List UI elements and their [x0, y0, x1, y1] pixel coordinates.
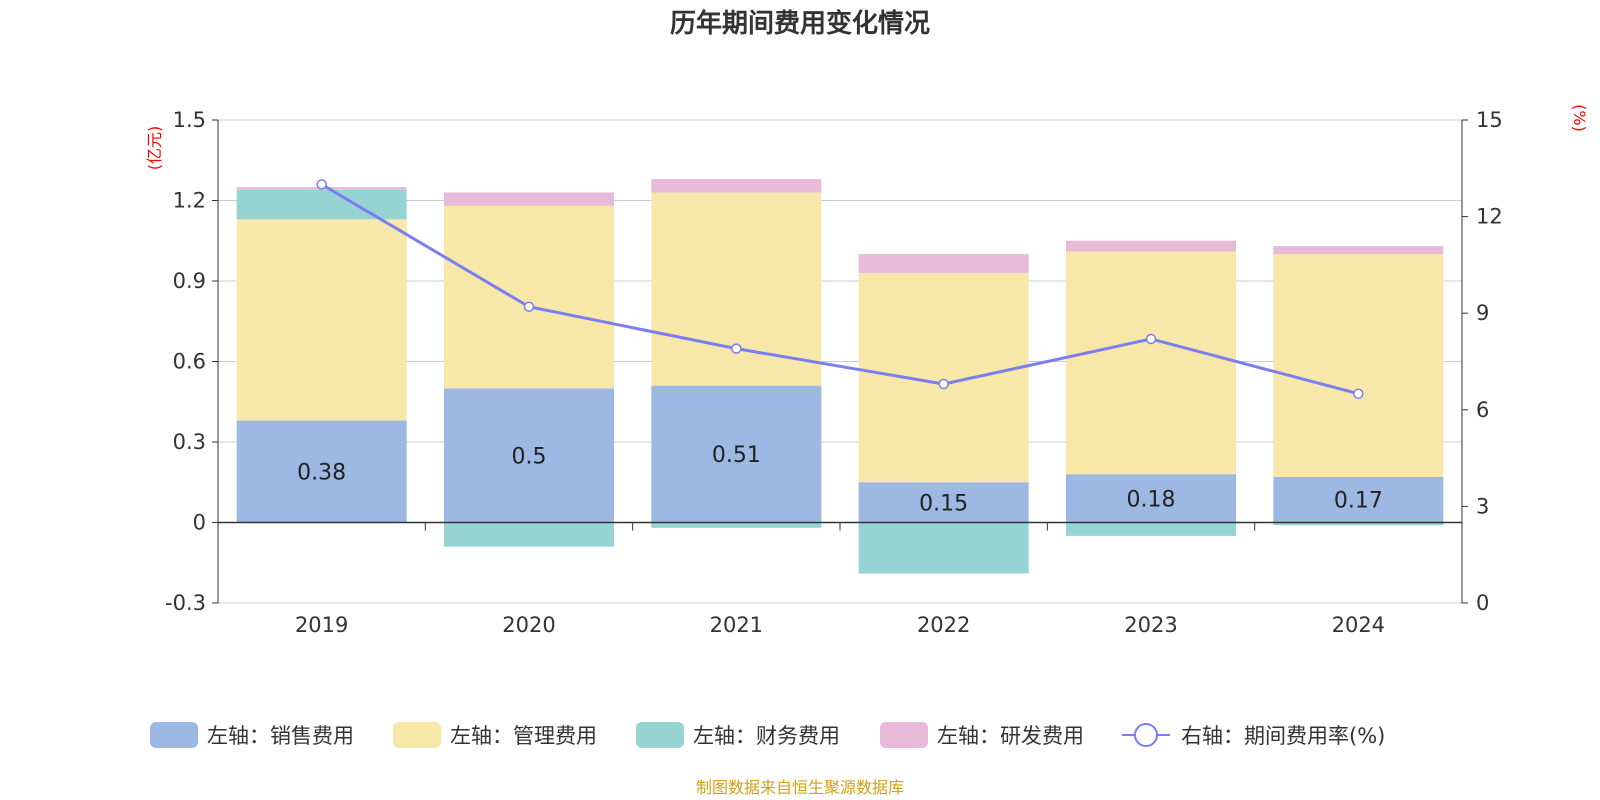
bar-segment: [1066, 522, 1236, 536]
bar-segment: [1066, 474, 1236, 523]
left-axis-unit: (亿元): [145, 126, 164, 171]
legend-item[interactable]: 右轴：期间费用率(%): [1122, 723, 1385, 748]
bar-segment: [236, 189, 407, 220]
legend-label: 左轴：管理费用: [450, 724, 597, 748]
bars: [236, 179, 1444, 574]
bar-segment: [236, 420, 407, 523]
legend-item[interactable]: 左轴：销售费用: [150, 722, 354, 748]
legend-label: 左轴：销售费用: [207, 724, 354, 748]
left-tick-label: 1.2: [173, 189, 206, 213]
x-tick-label: 2020: [502, 613, 555, 637]
right-tick-label: 6: [1476, 398, 1489, 422]
chart-title: 历年期间费用变化情况: [670, 8, 930, 39]
bar-segment: [444, 192, 614, 206]
right-tick-label: 9: [1476, 301, 1489, 325]
bar-segment: [444, 205, 614, 389]
x-tick-label: 2024: [1332, 613, 1385, 637]
bar-value-label: 0.17: [1334, 489, 1383, 514]
x-tick-label: 2021: [710, 613, 763, 637]
bar-segment: [858, 522, 1029, 574]
bar-value-label: 0.18: [1127, 487, 1176, 512]
rate-line: [316, 179, 1364, 399]
right-tick-label: 15: [1476, 108, 1503, 132]
left-tick-label: 0: [193, 511, 206, 535]
legend-label: 左轴：研发费用: [937, 724, 1084, 748]
x-tick-label: 2019: [295, 613, 348, 637]
bar-segment: [651, 179, 822, 193]
left-tick-label: 1.5: [173, 108, 206, 132]
bar-value-label: 0.15: [919, 491, 968, 516]
bar-value-label: 0.5: [512, 444, 547, 469]
legend-item[interactable]: 左轴：财务费用: [636, 722, 840, 748]
legend-swatch: [880, 722, 928, 748]
x-tick-label: 2023: [1124, 613, 1177, 637]
bar-segment: [1273, 246, 1444, 255]
bar-segment: [651, 192, 822, 386]
bar-segment: [858, 254, 1029, 273]
left-tick-label: 0.6: [173, 350, 206, 374]
legend-marker: [1134, 723, 1158, 747]
legend-item[interactable]: 左轴：管理费用: [393, 722, 597, 748]
rate-line-path: [320, 183, 1359, 396]
bar-segment: [651, 522, 822, 528]
left-tick-label: 0.3: [173, 430, 206, 454]
bar-segment: [1066, 240, 1236, 252]
bar-segment: [444, 388, 614, 523]
grid-lines: [218, 119, 1462, 604]
legend-swatch: [636, 722, 684, 748]
bar-value-label: 0.38: [297, 461, 346, 486]
data-labels: 0.38 0.5 0.51 0.15 0.18 0.17: [297, 443, 1383, 516]
bar-segment: [236, 219, 407, 421]
rate-point: [938, 378, 949, 390]
x-tick-label: 2022: [917, 613, 970, 637]
right-axis-unit: (%): [1570, 104, 1589, 132]
axes: 1.5 1.2 0.9 0.6 0.3 0 -0.3 15 12 9 6 3 0 2019 2020 2021…: [165, 108, 1503, 637]
bar-segment: [1273, 254, 1444, 477]
legend-label: 右轴：期间费用率(%): [1181, 724, 1385, 748]
right-tick-label: 12: [1476, 205, 1503, 229]
bar-segment: [444, 522, 614, 547]
rate-point: [731, 343, 742, 354]
rate-point: [523, 301, 535, 313]
bar-segment: [651, 385, 822, 523]
rate-point: [1145, 333, 1157, 345]
legend-item[interactable]: 左轴：研发费用: [880, 722, 1084, 748]
bar-segment: [1273, 522, 1444, 526]
legend-swatch: [150, 722, 198, 748]
bar-segment: [1066, 251, 1236, 475]
left-tick-label: 0.9: [173, 269, 206, 293]
right-tick-label: 0: [1476, 591, 1489, 615]
bar-segment: [1273, 476, 1444, 523]
right-tick-label: 3: [1476, 494, 1489, 518]
bar-segment: [858, 272, 1029, 483]
legend[interactable]: 左轴：销售费用 左轴：管理费用 左轴：财务费用 左轴：研发费用 右轴：期间费用率(%): [150, 722, 1385, 748]
source-note: 制图数据来自恒生聚源数据库: [696, 778, 904, 797]
rate-point: [316, 179, 327, 190]
legend-label: 左轴：财务费用: [693, 724, 840, 748]
rate-point: [1353, 388, 1364, 399]
bar-value-label: 0.51: [712, 443, 761, 468]
left-tick-label: -0.3: [165, 591, 206, 615]
bar-segment: [858, 482, 1029, 523]
legend-swatch: [393, 722, 441, 748]
